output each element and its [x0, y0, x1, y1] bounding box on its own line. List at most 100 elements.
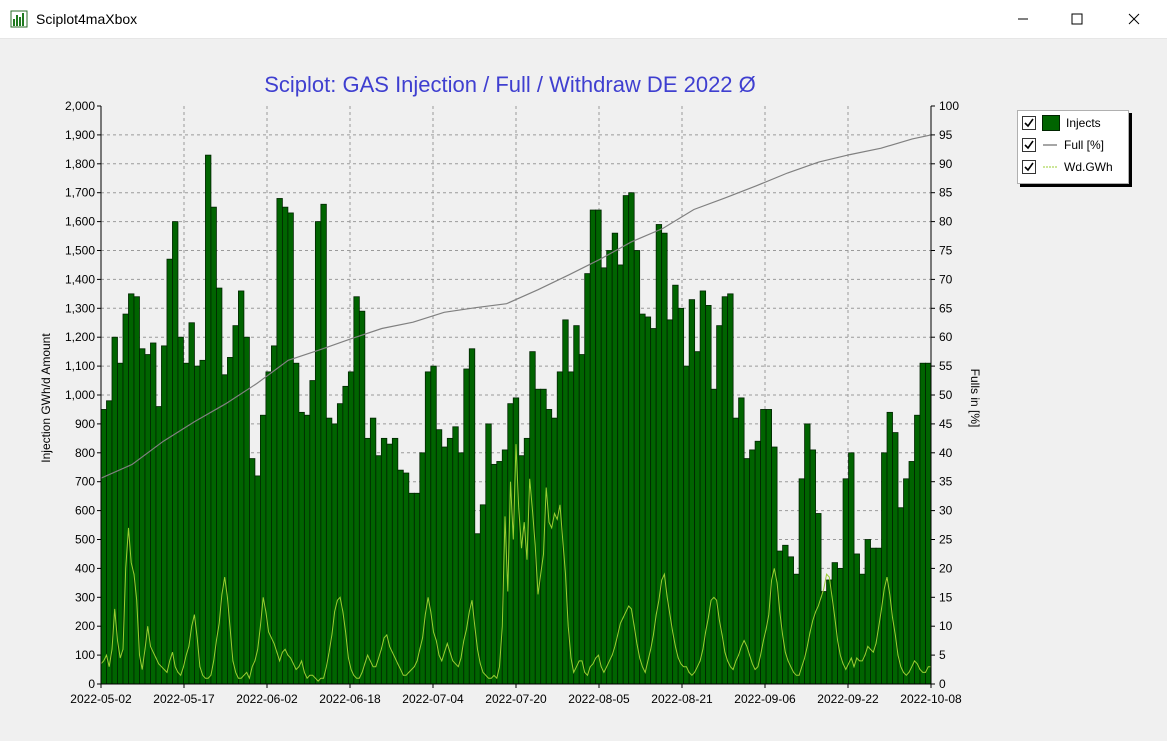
inject-bar — [523, 437, 531, 685]
inject-bar — [100, 409, 107, 685]
inject-bar — [661, 232, 668, 685]
x-tick-label: 2022-09-22 — [817, 692, 879, 706]
inject-bar — [303, 414, 311, 685]
inject-bar — [441, 446, 448, 685]
inject-bar — [908, 461, 915, 685]
legend-label: Injects — [1066, 116, 1101, 130]
inject-bar — [798, 478, 805, 685]
window-title: Sciplot4maXbox — [36, 11, 138, 27]
inject-bar — [177, 336, 184, 685]
y2-tick-label: 25 — [939, 533, 953, 547]
y-tick-label: 100 — [75, 648, 95, 662]
checkmark-icon — [1024, 140, 1034, 150]
inject-bar — [232, 325, 239, 685]
y-tick-label: 1,900 — [65, 128, 95, 142]
legend-checkbox[interactable] — [1022, 138, 1036, 152]
inject-bar — [353, 296, 360, 685]
y-tick-label: 900 — [75, 417, 95, 431]
x-tick-label: 2022-06-02 — [236, 692, 298, 706]
legend-item-injects[interactable]: Injects — [1022, 114, 1126, 132]
inject-bar — [210, 206, 217, 685]
inject-bar — [793, 573, 800, 685]
inject-bar — [336, 403, 344, 685]
inject-bar — [633, 250, 641, 685]
inject-bar — [402, 472, 410, 685]
y-tick-label: 400 — [75, 561, 95, 575]
inject-bar — [281, 206, 289, 685]
inject-bar — [358, 310, 366, 685]
inject-bar — [199, 359, 206, 685]
inject-bar — [457, 452, 465, 685]
minimize-button[interactable] — [1000, 0, 1046, 38]
inject-bar — [276, 198, 283, 685]
inject-bar — [754, 440, 762, 685]
inject-bar — [227, 357, 234, 685]
inject-bar — [205, 154, 212, 685]
inject-bar — [342, 385, 349, 685]
y2-axis-label: Fulls in [%] — [968, 369, 982, 428]
y2-tick-label: 10 — [939, 619, 953, 633]
inject-bar — [842, 478, 849, 685]
x-tick-label: 2022-08-05 — [568, 692, 630, 706]
inject-bar — [688, 299, 696, 685]
inject-bar — [238, 290, 245, 685]
inject-bar — [397, 469, 404, 685]
inject-bar — [314, 221, 322, 685]
inject-bar — [782, 544, 789, 685]
chart-title: Sciplot: GAS Injection / Full / Withdraw… — [264, 72, 756, 97]
legend-item-full[interactable]: Full [%] — [1022, 136, 1126, 154]
inject-bar — [738, 397, 745, 685]
y-tick-label: 1,800 — [65, 157, 95, 171]
inject-bar — [298, 411, 305, 685]
y-tick-label: 1,000 — [65, 388, 95, 402]
y2-tick-label: 85 — [939, 186, 953, 200]
y-tick-label: 200 — [75, 619, 95, 633]
inject-bar — [512, 397, 520, 685]
window-titlebar[interactable]: Sciplot4maXbox — [0, 0, 1167, 39]
y2-tick-label: 65 — [939, 301, 953, 315]
y2-tick-label: 20 — [939, 561, 953, 575]
inject-bar — [518, 455, 525, 685]
y-tick-label: 1,300 — [65, 301, 95, 315]
inject-bar — [166, 258, 173, 685]
inject-bar — [611, 232, 619, 685]
inject-bar — [320, 203, 327, 685]
inject-bar — [903, 478, 910, 685]
y2-tick-label: 80 — [939, 215, 953, 229]
inject-bar — [496, 461, 503, 685]
y2-tick-label: 0 — [939, 677, 946, 691]
inject-bar — [408, 492, 415, 685]
legend-swatch-line — [1043, 166, 1057, 168]
inject-bar — [837, 568, 844, 685]
inject-bar — [677, 307, 685, 685]
inject-bar — [287, 212, 294, 685]
inject-bar — [150, 342, 157, 685]
inject-bar — [820, 591, 827, 685]
inject-bar — [369, 417, 377, 685]
inject-bar — [309, 380, 316, 685]
legend-checkbox[interactable] — [1022, 160, 1036, 174]
x-tick-label: 2022-08-21 — [651, 692, 713, 706]
inject-bar — [787, 556, 794, 685]
legend-item-withdraw[interactable]: Wd.GWh — [1022, 158, 1126, 176]
y2-tick-label: 70 — [939, 272, 953, 286]
inject-bar — [325, 417, 333, 685]
full-percent-line — [100, 134, 932, 479]
inject-bar — [221, 374, 228, 685]
inject-bar — [870, 547, 877, 685]
maximize-icon — [1071, 13, 1083, 25]
inject-bar — [479, 504, 487, 685]
inject-bar — [848, 452, 855, 685]
legend-checkbox[interactable] — [1022, 116, 1036, 130]
inject-bar — [589, 209, 597, 685]
x-tick-label: 2022-07-20 — [485, 692, 547, 706]
inject-bar — [347, 371, 355, 685]
y-tick-label: 1,400 — [65, 272, 95, 286]
maximize-button[interactable] — [1054, 0, 1100, 38]
close-button[interactable] — [1111, 0, 1157, 38]
inject-bar — [600, 267, 608, 685]
inject-bar — [529, 351, 536, 685]
inject-bar — [183, 362, 190, 685]
inject-bar — [485, 423, 492, 685]
inject-bar — [133, 296, 140, 685]
